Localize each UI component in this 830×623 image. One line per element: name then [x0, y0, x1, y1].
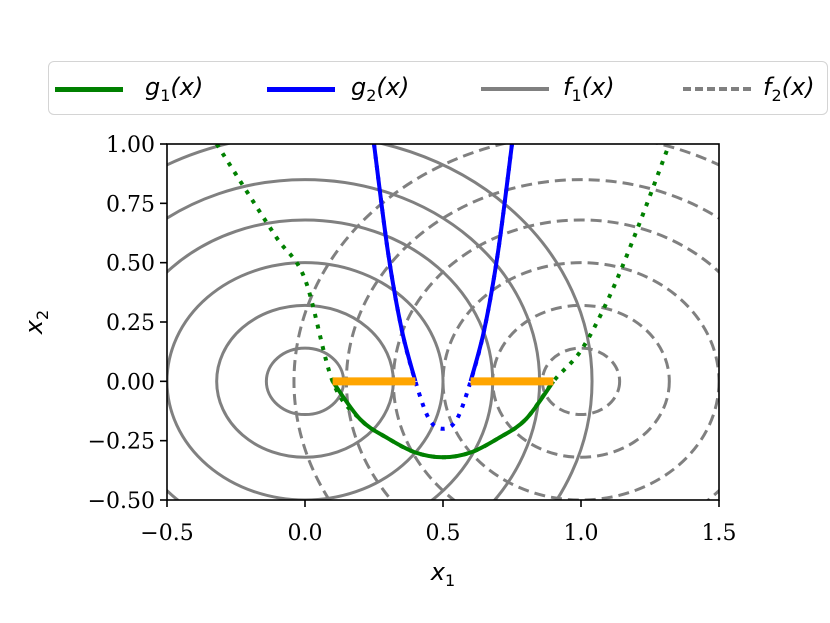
- x-axis-label: x1: [430, 558, 455, 590]
- y-tick-label-6: 1.00: [106, 133, 155, 158]
- contour-f2-0: [540, 346, 622, 417]
- legend-line-g2: [267, 87, 335, 92]
- y-tick-label-1: −0.25: [88, 430, 155, 455]
- legend-line-g1: [55, 87, 123, 92]
- legend-label-f2: f2(x): [763, 73, 815, 105]
- contour-f1-3: [167, 218, 495, 500]
- legend-line-f2: [683, 87, 751, 91]
- curve-layer: [215, 144, 672, 460]
- x-tick-label-3: 1.0: [564, 521, 599, 546]
- contour-f2-3: [391, 218, 719, 500]
- curve-g1-solid: [330, 380, 556, 460]
- contour-f2-2: [441, 261, 719, 500]
- y-axis: −0.50 −0.25 0.00 0.25 0.50 0.75 1.00: [88, 133, 167, 514]
- legend-label-f1: f1(x): [563, 73, 615, 105]
- x-axis: −0.5 0.0 0.5 1.0 1.5: [140, 500, 737, 546]
- legend: g1(x) g2(x) f1(x) f2(x): [48, 61, 828, 115]
- curve-g2-solid-right: [468, 144, 514, 382]
- x-tick-label-4: 1.5: [702, 521, 737, 546]
- contour-f2-5: [292, 144, 719, 500]
- y-axis-label: x2: [20, 310, 52, 335]
- x-tick-label-2: 0.5: [426, 521, 461, 546]
- contour-f1-2: [167, 261, 445, 500]
- x-tick-label-1: 0.0: [288, 521, 323, 546]
- legend-label-g2: g2(x): [351, 73, 410, 105]
- contour-f1-5: [167, 144, 594, 500]
- y-tick-label-3: 0.25: [106, 311, 155, 336]
- legend-line-f1: [481, 87, 549, 91]
- x-tick-label-0: −0.5: [140, 521, 193, 546]
- legend-label-g1: g1(x): [145, 73, 204, 105]
- y-tick-label-5: 0.75: [106, 192, 155, 217]
- y-tick-label-2: 0.00: [106, 370, 155, 395]
- y-tick-label-4: 0.50: [106, 252, 155, 277]
- curve-g2-solid-left: [372, 144, 418, 382]
- y-tick-label-0: −0.50: [88, 489, 155, 514]
